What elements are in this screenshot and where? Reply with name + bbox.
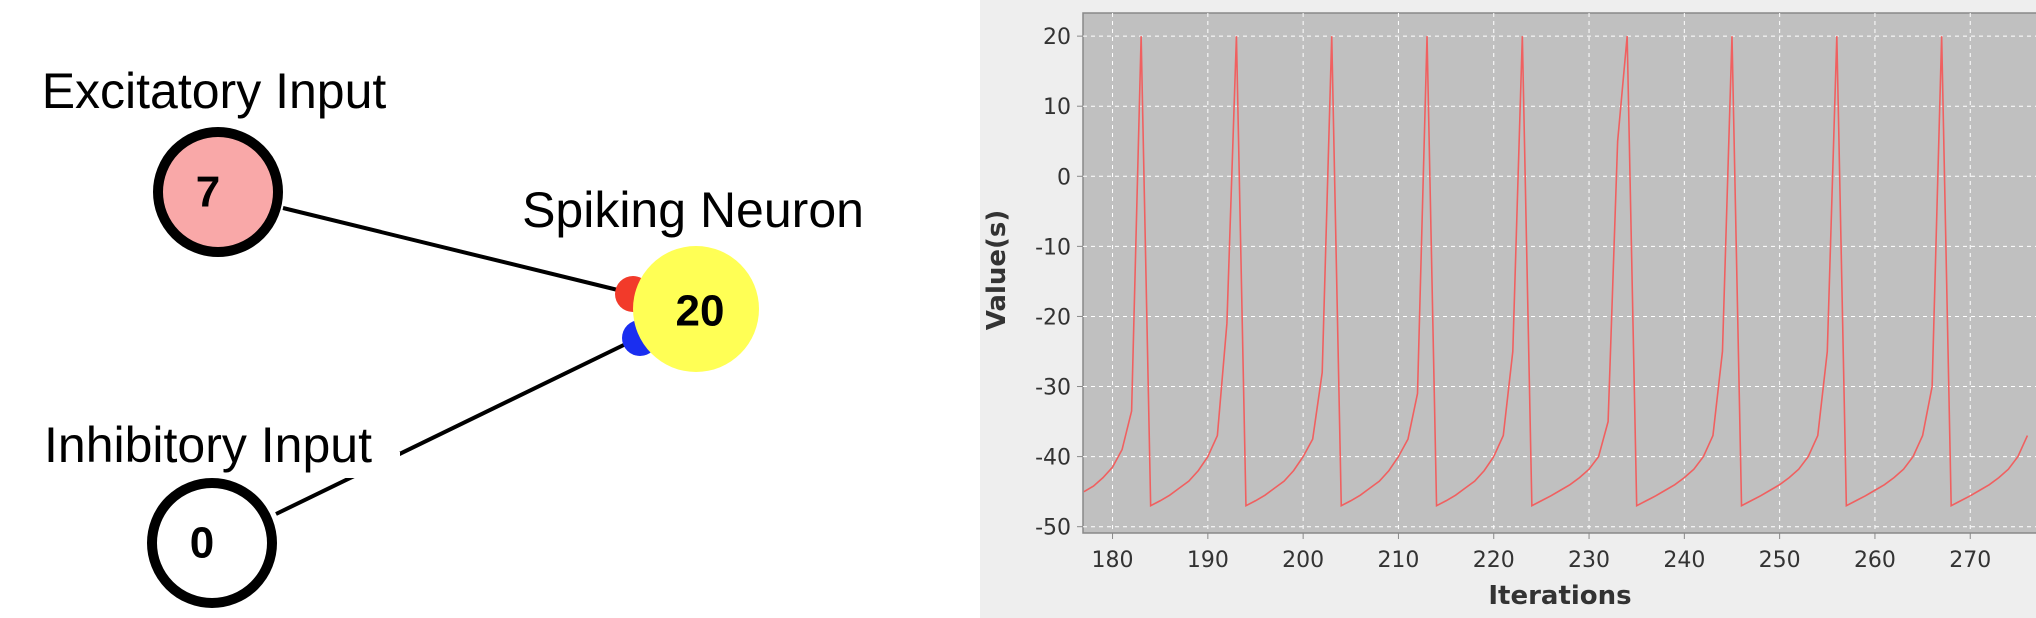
- x-tick-label: 210: [1377, 548, 1419, 573]
- x-tick-label: 230: [1568, 548, 1610, 573]
- x-tick-label: 260: [1854, 548, 1896, 573]
- data-line: [1083, 36, 2029, 507]
- y-tick-label: 20: [1043, 25, 1071, 50]
- node-label: Inhibitory Input: [44, 417, 372, 473]
- spiking-node[interactable]: [633, 246, 759, 372]
- node-value: 7: [196, 168, 220, 217]
- x-tick-label: 190: [1187, 548, 1229, 573]
- node-value: 0: [190, 519, 214, 568]
- excitatory-synapse: [282, 206, 627, 294]
- x-tick-label: 180: [1092, 548, 1134, 573]
- node-label: Spiking Neuron: [522, 182, 864, 238]
- y-tick-label: -30: [1035, 376, 1071, 401]
- y-tick-label: 0: [1057, 165, 1071, 190]
- plot-area: [1082, 12, 2036, 534]
- node-value: 20: [676, 287, 725, 336]
- y-tick-label: -20: [1035, 305, 1071, 330]
- excitatory-node[interactable]: [153, 127, 283, 257]
- inhibitory-node[interactable]: [147, 478, 277, 608]
- x-tick-label: 240: [1663, 548, 1705, 573]
- y-tick-label: -40: [1035, 446, 1071, 471]
- label-backing: [330, 452, 400, 478]
- x-tick-label: 200: [1282, 548, 1324, 573]
- x-tick-label: 250: [1759, 548, 1801, 573]
- y-tick-label: -50: [1035, 516, 1071, 541]
- chart-panel: Iterations Value(s) -50 -40 -30 -20 -10 0 10 20…: [980, 0, 2036, 618]
- inhibitory-synapse: [275, 338, 635, 516]
- x-axis-label: Iterations: [1488, 581, 1631, 611]
- y-tick-label: -10: [1035, 235, 1071, 260]
- x-tick-label: 220: [1473, 548, 1515, 573]
- node-label: Excitatory Input: [42, 63, 387, 119]
- x-tick-label: 270: [1949, 548, 1991, 573]
- y-axis-label: Value(s): [982, 210, 1012, 331]
- y-tick-label: 10: [1043, 95, 1071, 120]
- network-diagram: Excitatory Input Inhibitory Input Spikin…: [42, 63, 864, 608]
